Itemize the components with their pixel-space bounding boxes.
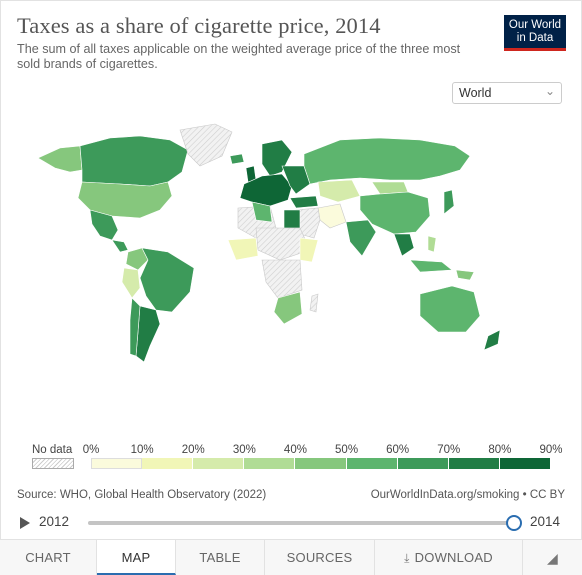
legend-tick-label: 50%	[335, 444, 359, 456]
tab-bar: CHART MAP TABLE SOURCES ⤓ DOWNLOAD ◢	[0, 539, 582, 575]
timeline-end-year: 2014	[530, 514, 561, 529]
country-alaska[interactable]	[37, 145, 83, 173]
region-select-value: World	[459, 86, 492, 100]
country-kazakhstan[interactable]	[317, 179, 361, 203]
logo-line2: in Data	[516, 32, 554, 44]
tab-map-label: MAP	[121, 550, 151, 565]
country-philippines[interactable]	[427, 235, 437, 253]
page-subtitle: The sum of all taxes applicable on the w…	[17, 42, 461, 71]
legend-bin[interactable]	[91, 458, 143, 469]
tab-download[interactable]: ⤓ DOWNLOAD	[375, 540, 523, 575]
timeline: 2012 2014	[0, 512, 582, 536]
source-note[interactable]: Source: WHO, Global Health Observatory (…	[17, 489, 267, 501]
country-central-america[interactable]	[111, 239, 129, 253]
legend-bin[interactable]	[346, 458, 398, 469]
legend-bin[interactable]	[397, 458, 449, 469]
country-greenland[interactable]	[179, 123, 233, 167]
country-iceland[interactable]	[229, 153, 245, 165]
country-southern-africa[interactable]	[273, 291, 303, 325]
country-central-africa[interactable]	[261, 259, 303, 299]
tab-chart[interactable]: CHART	[0, 540, 97, 575]
country-new-zealand[interactable]	[483, 329, 501, 351]
legend-bin[interactable]	[244, 458, 296, 469]
tab-download-label: DOWNLOAD	[414, 550, 493, 565]
legend-tick-label: 40%	[283, 444, 307, 456]
country-egypt[interactable]	[283, 209, 301, 229]
country-india[interactable]	[345, 219, 377, 257]
country-eastern-europe[interactable]	[281, 165, 311, 195]
country-colombia[interactable]	[125, 247, 149, 271]
country-southeast-asia[interactable]	[393, 233, 415, 257]
download-icon: ⤓	[404, 551, 410, 565]
legend-tick-label: 30%	[232, 444, 256, 456]
country-japan[interactable]	[443, 189, 455, 215]
world-map[interactable]	[0, 110, 582, 370]
legend-nodata-swatch	[32, 458, 74, 469]
share-icon: ◢	[547, 550, 558, 566]
legend-tick-label: 20%	[181, 444, 205, 456]
logo-line1: Our World	[508, 19, 562, 31]
country-russia[interactable]	[303, 137, 471, 185]
region-select[interactable]: World ⌄	[452, 82, 562, 104]
country-usa[interactable]	[77, 181, 173, 219]
country-chile[interactable]	[129, 297, 141, 357]
legend-bin[interactable]	[295, 458, 347, 469]
country-sahel[interactable]	[255, 227, 311, 261]
timeline-start-year: 2012	[39, 514, 70, 529]
legend-tick-label: 70%	[437, 444, 461, 456]
country-western-europe[interactable]	[239, 173, 293, 207]
page-title: Taxes as a share of cigarette price, 201…	[17, 13, 381, 38]
legend-tick-label: 60%	[386, 444, 410, 456]
legend-bin[interactable]	[142, 458, 194, 469]
country-east-africa[interactable]	[299, 237, 319, 263]
legend-tick-label: 0%	[82, 444, 100, 456]
legend-nodata-label: No data	[32, 444, 73, 456]
tab-table[interactable]: TABLE	[176, 540, 265, 575]
chevron-down-icon: ⌄	[544, 84, 555, 98]
timeline-handle[interactable]	[506, 515, 522, 531]
play-icon[interactable]	[20, 517, 30, 529]
tab-sources-label: SOURCES	[286, 550, 353, 565]
owid-logo[interactable]: Our World in Data	[504, 15, 566, 51]
tab-map[interactable]: MAP	[97, 540, 176, 575]
legend-bin[interactable]	[448, 458, 500, 469]
country-peru[interactable]	[121, 267, 141, 299]
legend-bin[interactable]	[193, 458, 245, 469]
country-madagascar[interactable]	[309, 293, 319, 313]
country-brazil[interactable]	[139, 247, 195, 313]
license-note[interactable]: OurWorldInData.org/smoking • CC BY	[370, 489, 565, 501]
timeline-track[interactable]	[88, 521, 514, 525]
country-china[interactable]	[359, 191, 431, 235]
country-iran[interactable]	[317, 203, 347, 229]
tab-table-label: TABLE	[199, 550, 241, 565]
tab-chart-label: CHART	[25, 550, 71, 565]
country-west-africa[interactable]	[227, 237, 259, 261]
country-indonesia[interactable]	[409, 259, 453, 273]
country-canada[interactable]	[79, 135, 189, 187]
legend-tick-label: 10%	[130, 444, 154, 456]
color-legend: No data 0% 10% 20% 30% 40% 50% 60% 70% 80% 90%	[0, 440, 582, 480]
country-algeria[interactable]	[251, 201, 273, 223]
legend-tick-label: 80%	[488, 444, 512, 456]
country-papua-new-guinea[interactable]	[455, 269, 475, 281]
share-button[interactable]: ◢	[523, 540, 582, 575]
legend-tick-label: 90%	[539, 444, 563, 456]
legend-bin[interactable]	[499, 458, 551, 469]
logo-bar	[504, 48, 566, 51]
country-australia[interactable]	[419, 285, 481, 333]
tab-sources[interactable]: SOURCES	[265, 540, 375, 575]
country-turkey[interactable]	[289, 195, 319, 209]
